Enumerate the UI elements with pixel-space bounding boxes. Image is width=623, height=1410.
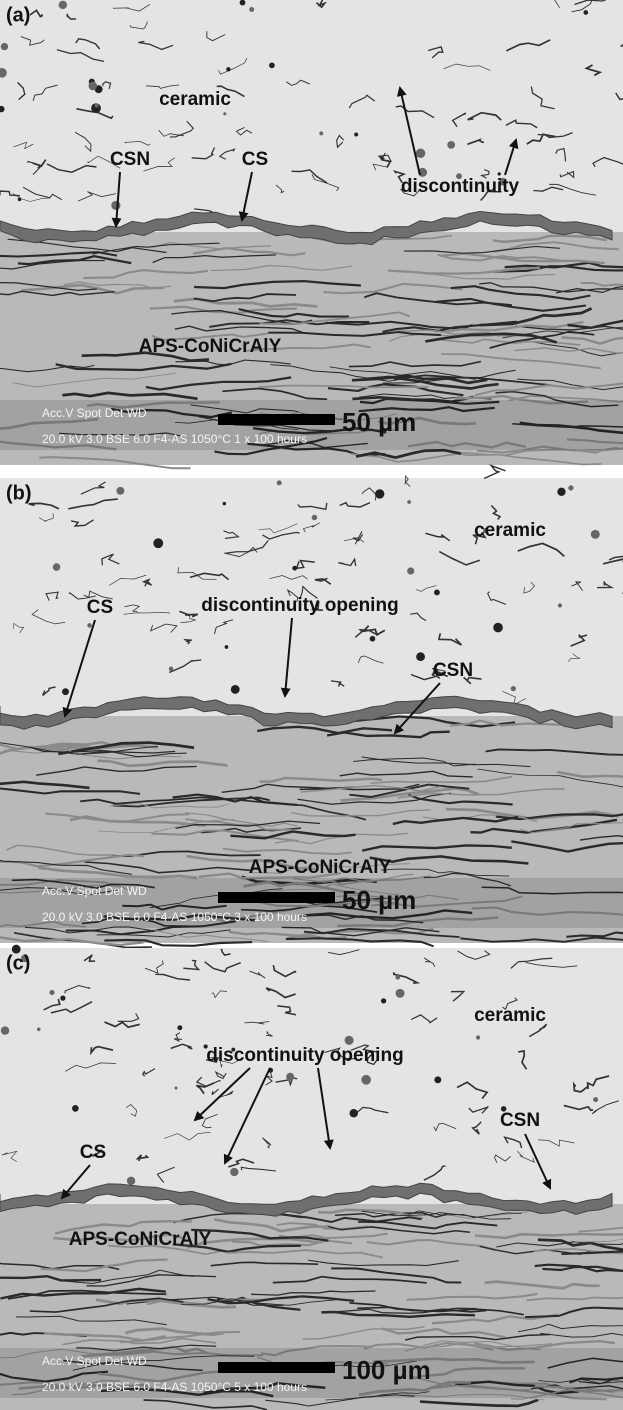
pore <box>59 1 67 9</box>
info-line: Acc.V Spot Det WD <box>42 406 147 420</box>
annotation: APS-CoNiCrAlY <box>69 1229 212 1250</box>
pore <box>223 112 226 115</box>
pore <box>416 148 426 158</box>
annotation: CSN <box>110 149 150 170</box>
pore <box>177 1025 182 1030</box>
annotation: CS <box>242 149 268 170</box>
pore <box>434 1076 441 1083</box>
pore <box>319 131 323 135</box>
scale-bar <box>218 1362 335 1373</box>
pore <box>277 480 282 485</box>
panel-label: (c) <box>6 952 30 974</box>
pore <box>568 485 573 490</box>
pore <box>225 645 229 649</box>
pore <box>49 990 54 995</box>
pore <box>231 685 240 694</box>
pore <box>18 198 22 202</box>
pore <box>558 603 562 607</box>
pore <box>95 103 99 107</box>
annotation: discontinuity opening <box>206 1045 403 1066</box>
annotation: discontinuity opening <box>201 595 398 616</box>
annotation: CSN <box>433 660 473 681</box>
pore <box>361 1075 371 1085</box>
pore <box>72 1105 79 1112</box>
pore <box>557 488 565 496</box>
annotation: ceramic <box>474 520 546 541</box>
annotation: APS-CoNiCrAlY <box>139 336 282 357</box>
pore <box>292 566 297 571</box>
pore <box>62 688 69 695</box>
pore <box>223 502 226 505</box>
pore <box>116 487 124 495</box>
pore <box>416 652 425 661</box>
pore <box>396 989 405 998</box>
pore <box>53 563 61 571</box>
annotation: CS <box>87 597 113 618</box>
pore <box>226 67 230 71</box>
panel-label: (a) <box>6 4 30 26</box>
pore <box>269 63 275 69</box>
pore <box>230 1168 238 1176</box>
annotation: discontinuity <box>401 176 520 197</box>
micrograph-panel: (b) ceramic CS discontinuity opening CSN APS-… <box>0 466 623 948</box>
figure: (a) ceramic CSN CS discontinuity APS-CoNiCrAl… <box>0 0 623 1410</box>
annotation: CSN <box>500 1110 540 1131</box>
pore <box>375 489 384 498</box>
scale-bar <box>218 414 335 425</box>
pore <box>153 538 163 548</box>
pore <box>407 500 411 504</box>
micrograph-panel: (a) ceramic CSN CS discontinuity APS-CoNiCrAl… <box>0 0 623 468</box>
pore <box>476 1035 480 1039</box>
pore <box>407 567 414 574</box>
pore <box>1 1026 9 1034</box>
pore <box>37 1027 41 1031</box>
pore <box>87 623 92 628</box>
info-line: Acc.V Spot Det WD <box>42 884 147 898</box>
pore <box>493 623 503 633</box>
scale-label: 50 µm <box>342 407 416 437</box>
pore <box>111 201 120 210</box>
annotation: CS <box>80 1142 106 1163</box>
micrograph-panel: (c) ceramic discontinuity opening CSN CS APS-… <box>0 945 623 1410</box>
pore <box>174 1086 177 1089</box>
info-line: Acc.V Spot Det WD <box>42 1354 147 1368</box>
info-line: 20.0 kV 3.0 BSE 6.0 F4-AS 1050°C 5 x 100… <box>42 1380 307 1394</box>
pore <box>350 1109 358 1117</box>
scale-label: 50 µm <box>342 885 416 915</box>
pore <box>447 141 455 149</box>
info-line: 20.0 kV 3.0 BSE 6.0 F4-AS 1050°C 1 x 100… <box>42 432 307 446</box>
pore <box>249 7 254 12</box>
pore <box>312 515 318 521</box>
annotation: ceramic <box>159 89 231 110</box>
pore <box>395 975 400 980</box>
scale-bar <box>218 892 335 903</box>
pore <box>583 10 588 15</box>
pore <box>169 667 174 672</box>
annotation: APS-CoNiCrAlY <box>249 857 392 878</box>
pore <box>286 1073 294 1081</box>
pore <box>434 590 440 596</box>
pore <box>381 998 386 1003</box>
pore <box>354 133 358 137</box>
info-line: 20.0 kV 3.0 BSE 6.0 F4-AS 1050°C 3 x 100… <box>42 910 307 924</box>
pore <box>127 1177 135 1185</box>
pore <box>593 1097 598 1102</box>
annotation: ceramic <box>474 1005 546 1026</box>
pore <box>370 636 376 642</box>
scale-label: 100 µm <box>342 1355 431 1385</box>
pore <box>1 43 8 50</box>
pore <box>345 1036 354 1045</box>
pore <box>511 686 516 691</box>
pore <box>88 82 97 91</box>
crack <box>484 466 505 479</box>
pore <box>591 530 600 539</box>
pore <box>60 995 65 1000</box>
panel-label: (b) <box>6 482 32 504</box>
